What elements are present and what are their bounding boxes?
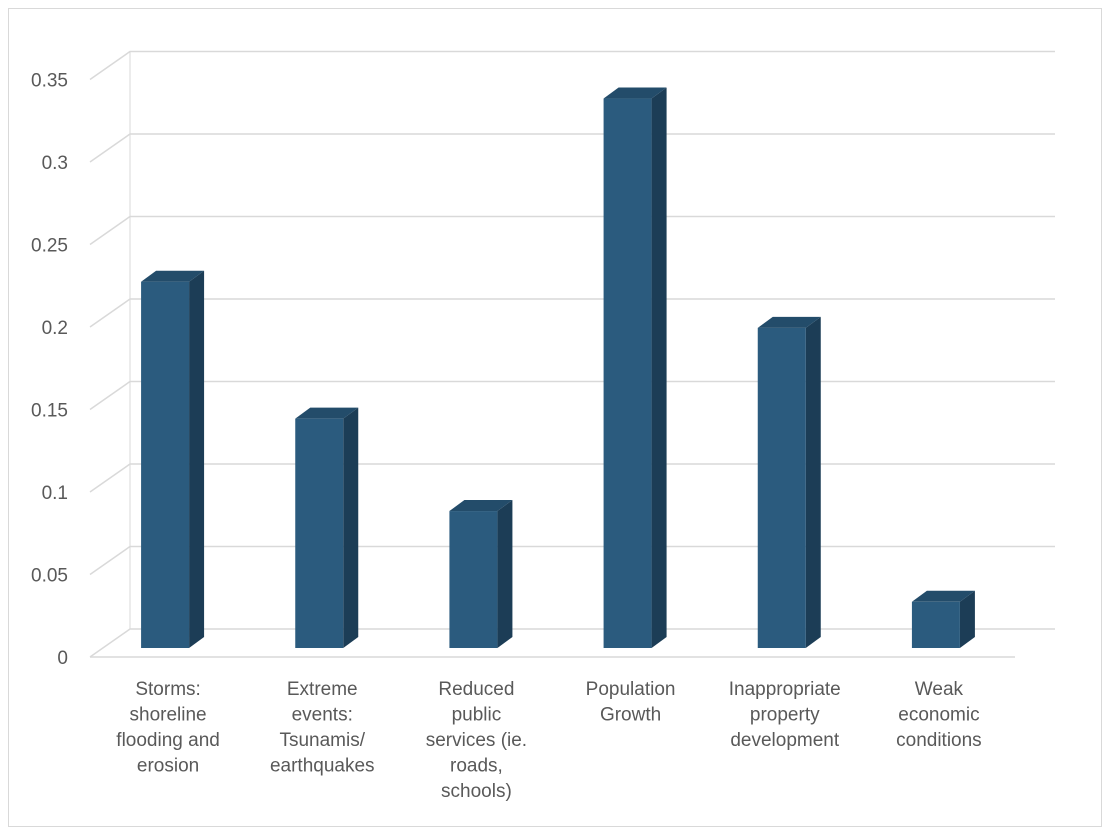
bar-front xyxy=(141,281,190,648)
category-label-line: Weak xyxy=(915,679,964,700)
category-label-line: Reduced xyxy=(438,679,514,700)
y-tick-label: 0.25 xyxy=(31,236,68,257)
bar-side xyxy=(805,316,821,648)
category-label: Extreme events: Tsunamis/earthquakes xyxy=(270,679,375,777)
bar-top xyxy=(141,270,205,282)
category-label-line: erosion xyxy=(137,756,199,777)
category-label-line: schools) xyxy=(441,781,512,802)
y-tick-label: 0.1 xyxy=(42,483,68,504)
bar-top xyxy=(295,407,359,419)
gridline xyxy=(89,298,1055,328)
bar xyxy=(449,500,513,648)
bar xyxy=(141,270,205,648)
gridline xyxy=(89,133,1055,163)
category-label-line: Population xyxy=(586,679,676,700)
x-axis-labels: Storms: shoreline flooding and erosion Extre… xyxy=(116,679,981,802)
y-tick-label: 0.3 xyxy=(42,153,68,174)
category-label-line: services (ie. xyxy=(426,730,527,751)
bar xyxy=(603,87,667,649)
bar-front xyxy=(295,418,344,648)
category-label-line: roads, xyxy=(450,756,503,777)
gridline xyxy=(89,50,1055,81)
bar-side xyxy=(189,270,205,648)
category-label: Reduced public services (ie. roads, schools) xyxy=(426,679,527,802)
category-label-line: conditions xyxy=(896,730,982,751)
bars xyxy=(141,87,975,649)
category-label-line: shoreline xyxy=(130,705,207,726)
category-label-line: property xyxy=(750,705,820,726)
category-label: Storms: shoreline flooding and erosion xyxy=(116,679,220,777)
category-label-line: public xyxy=(452,705,502,726)
y-tick-label: 0.35 xyxy=(31,71,68,92)
category-label-line: development xyxy=(730,730,840,751)
y-tick-label: 0.2 xyxy=(42,318,68,339)
bar xyxy=(911,590,975,648)
gridline xyxy=(89,215,1055,246)
bar-front xyxy=(603,98,652,649)
category-label-line: earthquakes xyxy=(270,756,375,777)
gridline xyxy=(89,545,1055,576)
gridlines xyxy=(89,50,1055,658)
bar-side xyxy=(343,407,359,648)
bar-top xyxy=(911,590,975,602)
bar-side xyxy=(959,590,975,648)
category-label-line: Inappropriate xyxy=(729,679,841,700)
category-label-line: Growth xyxy=(600,705,661,726)
y-axis-labels: 0 0.05 0.1 0.15 0.2 0.25 0.3 0.35 xyxy=(31,71,68,670)
category-label: Population Growth xyxy=(586,679,676,726)
gridline xyxy=(89,628,1055,658)
bar-front xyxy=(757,327,806,648)
category-label-line: economic xyxy=(898,705,979,726)
y-tick-label: 0.15 xyxy=(31,401,68,422)
y-tick-label: 0.05 xyxy=(31,566,68,587)
bar-side xyxy=(497,500,513,648)
category-label-line: flooding and xyxy=(116,730,220,751)
bar-side xyxy=(651,87,667,649)
category-label-line: Storms: xyxy=(135,679,200,700)
gridline xyxy=(89,380,1055,411)
y-tick-label: 0 xyxy=(57,648,68,669)
bar-front xyxy=(911,601,960,648)
category-label: Inappropriate property development xyxy=(729,679,841,751)
bar-top xyxy=(603,87,667,99)
category-label-line: events: xyxy=(292,705,353,726)
bar xyxy=(295,407,359,648)
category-label-line: Tsunamis/ xyxy=(279,730,365,751)
category-label: Weak economic conditions xyxy=(896,679,982,751)
gridline xyxy=(89,463,1055,493)
bar-top xyxy=(757,316,821,328)
bar xyxy=(757,316,821,648)
category-label-line: Extreme xyxy=(287,679,358,700)
bar-front xyxy=(449,511,498,648)
bar-top xyxy=(449,500,513,512)
